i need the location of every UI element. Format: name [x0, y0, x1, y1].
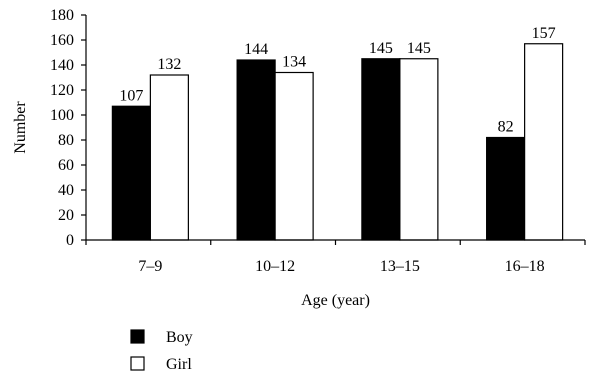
data-label-boy-3: 82 [498, 119, 514, 136]
data-label-girl-0: 132 [157, 56, 181, 73]
y-tick-label: 140 [50, 57, 74, 74]
legend-swatch-girl [130, 356, 145, 371]
y-tick-label: 120 [50, 82, 74, 99]
bar-girl-1 [274, 71, 314, 241]
data-label-girl-2: 145 [407, 40, 431, 57]
x-tick-label: 10–12 [255, 258, 295, 275]
y-tick-label: 60 [58, 157, 74, 174]
y-tick-label: 40 [58, 182, 74, 199]
data-labels: 107 132 144 134 145 145 82 157 [119, 25, 555, 136]
x-tick-label: 13–15 [380, 258, 420, 275]
bars [111, 43, 564, 241]
bar-boy-2 [361, 58, 401, 241]
legend-label-boy: Boy [166, 329, 193, 346]
bar-girl-0 [149, 74, 189, 241]
data-label-girl-1: 134 [282, 54, 306, 71]
legend-swatch-boy [130, 329, 145, 344]
x-tick-label: 7–9 [138, 258, 162, 275]
x-axis-title: Age (year) [301, 292, 370, 309]
y-tick-label: 20 [58, 207, 74, 224]
data-label-boy-0: 107 [119, 87, 143, 104]
bar-boy-3 [486, 136, 526, 241]
data-label-boy-1: 144 [244, 41, 268, 58]
legend: Boy Girl [130, 329, 193, 373]
y-tick-label: 80 [58, 132, 74, 149]
x-tick-label: 16–18 [505, 258, 545, 275]
bar-boy-0 [111, 105, 151, 241]
data-label-boy-2: 145 [369, 40, 393, 57]
data-label-girl-3: 157 [532, 25, 556, 42]
y-tick-label: 100 [50, 107, 74, 124]
bar-girl-3 [524, 43, 564, 241]
y-tick-label: 180 [50, 7, 74, 24]
y-tick-label: 160 [50, 32, 74, 49]
y-axis-ticks: 0 20 40 60 80 100 120 140 160 180 [50, 7, 86, 249]
y-axis-title: Number [12, 101, 29, 154]
bar-girl-2 [399, 58, 439, 241]
y-tick-label: 0 [66, 232, 74, 249]
bar-boy-1 [236, 59, 276, 241]
legend-label-girl: Girl [166, 356, 192, 373]
x-axis-ticks: 7–9 10–12 13–15 16–18 [85, 240, 586, 275]
